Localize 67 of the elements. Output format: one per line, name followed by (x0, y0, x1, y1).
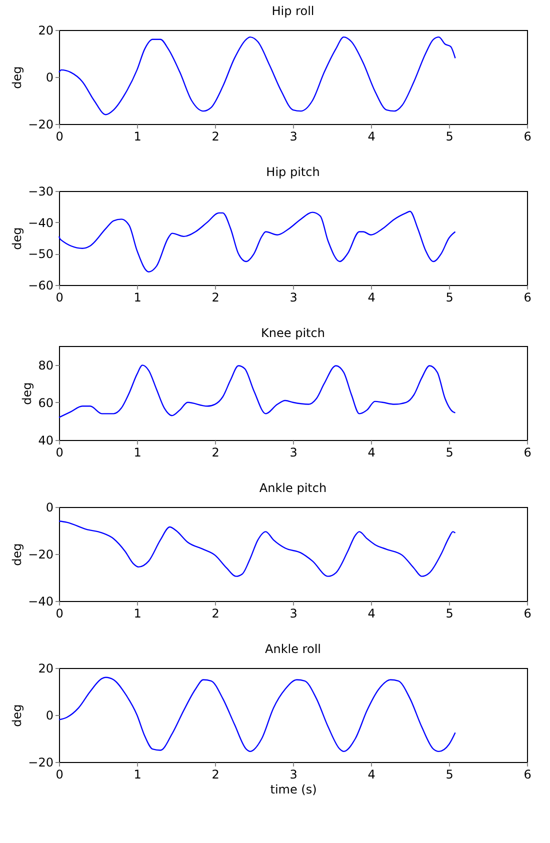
y-tick-label: 80 (38, 358, 54, 372)
x-axis-title: time (s) (270, 782, 317, 796)
x-tick-label: 5 (446, 446, 454, 460)
x-tick-label: 4 (368, 768, 376, 782)
x-tick-label: 6 (524, 446, 532, 460)
y-tick-label: 40 (38, 434, 54, 448)
line-series (58, 36, 456, 116)
x-tick-label: 3 (290, 768, 298, 782)
x-tick-label: 3 (290, 130, 298, 144)
x-tick-label: 2 (212, 606, 220, 620)
chart-title: Hip pitch (266, 165, 320, 179)
y-tick-label: 0 (46, 70, 54, 84)
chart-title: Ankle pitch (259, 481, 327, 495)
y-axis-title: deg (10, 66, 24, 89)
x-tick-label: 6 (524, 768, 532, 782)
chart-title: Ankle roll (265, 642, 321, 656)
y-tick-label: −50 (28, 247, 54, 262)
x-tick-label: 4 (368, 130, 376, 144)
y-axis-title: deg (20, 382, 34, 405)
x-tick-label: 0 (56, 446, 64, 460)
y-tick-label: 0 (46, 708, 54, 722)
line-series (58, 676, 456, 752)
x-tick-label: 6 (524, 290, 532, 304)
y-axis-title: deg (10, 227, 24, 250)
x-tick-label: 5 (446, 768, 454, 782)
x-tick-label: 2 (212, 768, 220, 782)
x-tick-label: 5 (446, 130, 454, 144)
y-tick-label: −20 (28, 548, 54, 562)
x-tick-label: 1 (134, 606, 142, 620)
x-tick-label: 5 (446, 290, 454, 304)
x-tick-label: 3 (290, 290, 298, 304)
x-tick-label: 3 (290, 606, 298, 620)
line-series (58, 520, 456, 577)
y-axis-title: deg (10, 543, 24, 566)
y-tick-label: −20 (28, 118, 54, 132)
x-tick-label: 1 (134, 446, 142, 460)
x-tick-label: 2 (212, 130, 220, 144)
x-tick-label: 4 (368, 446, 376, 460)
y-tick-label: 20 (38, 662, 54, 676)
y-tick-label: −60 (28, 278, 54, 292)
line-series (58, 210, 456, 272)
y-tick-label: −30 (28, 184, 54, 198)
y-tick-label: 0 (46, 500, 54, 514)
x-tick-label: 1 (134, 130, 142, 144)
x-tick-label: 6 (524, 606, 532, 620)
x-tick-label: 0 (56, 130, 64, 144)
x-tick-label: 5 (446, 606, 454, 620)
x-tick-label: 2 (212, 446, 220, 460)
line-series (58, 364, 456, 418)
x-tick-label: 4 (368, 290, 376, 304)
x-tick-label: 0 (56, 768, 64, 782)
x-tick-label: 0 (56, 290, 64, 304)
y-tick-label: −20 (28, 756, 54, 770)
x-tick-label: 2 (212, 290, 220, 304)
y-tick-label: 60 (38, 396, 54, 410)
chart-title: Knee pitch (261, 326, 325, 340)
chart-title: Hip roll (272, 4, 314, 18)
y-tick-label: 20 (38, 24, 54, 38)
x-tick-label: 3 (290, 446, 298, 460)
y-tick-label: −40 (28, 216, 54, 230)
x-tick-label: 0 (56, 606, 64, 620)
x-tick-label: 6 (524, 130, 532, 144)
x-tick-label: 1 (134, 290, 142, 304)
x-tick-label: 4 (368, 606, 376, 620)
x-tick-label: 1 (134, 768, 142, 782)
y-axis-title: deg (10, 704, 24, 727)
y-tick-label: −40 (28, 594, 54, 608)
